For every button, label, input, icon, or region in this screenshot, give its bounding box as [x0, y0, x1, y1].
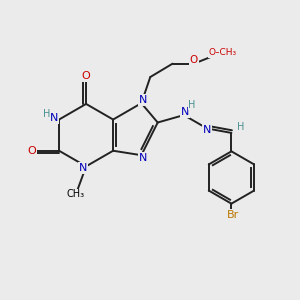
Text: Br: Br: [227, 210, 239, 220]
Text: N: N: [139, 153, 147, 163]
Text: CH₃: CH₃: [67, 189, 85, 199]
Text: O–CH₃: O–CH₃: [209, 48, 237, 57]
Text: H: H: [237, 122, 244, 132]
Text: O: O: [27, 146, 36, 156]
Text: N: N: [203, 125, 211, 135]
Text: O: O: [82, 71, 91, 81]
Text: H: H: [188, 100, 196, 110]
Text: H: H: [43, 109, 50, 119]
Text: N: N: [79, 163, 87, 173]
Text: N: N: [139, 95, 147, 105]
Text: N: N: [50, 113, 58, 123]
Text: N: N: [181, 107, 190, 117]
Text: O: O: [190, 55, 198, 65]
